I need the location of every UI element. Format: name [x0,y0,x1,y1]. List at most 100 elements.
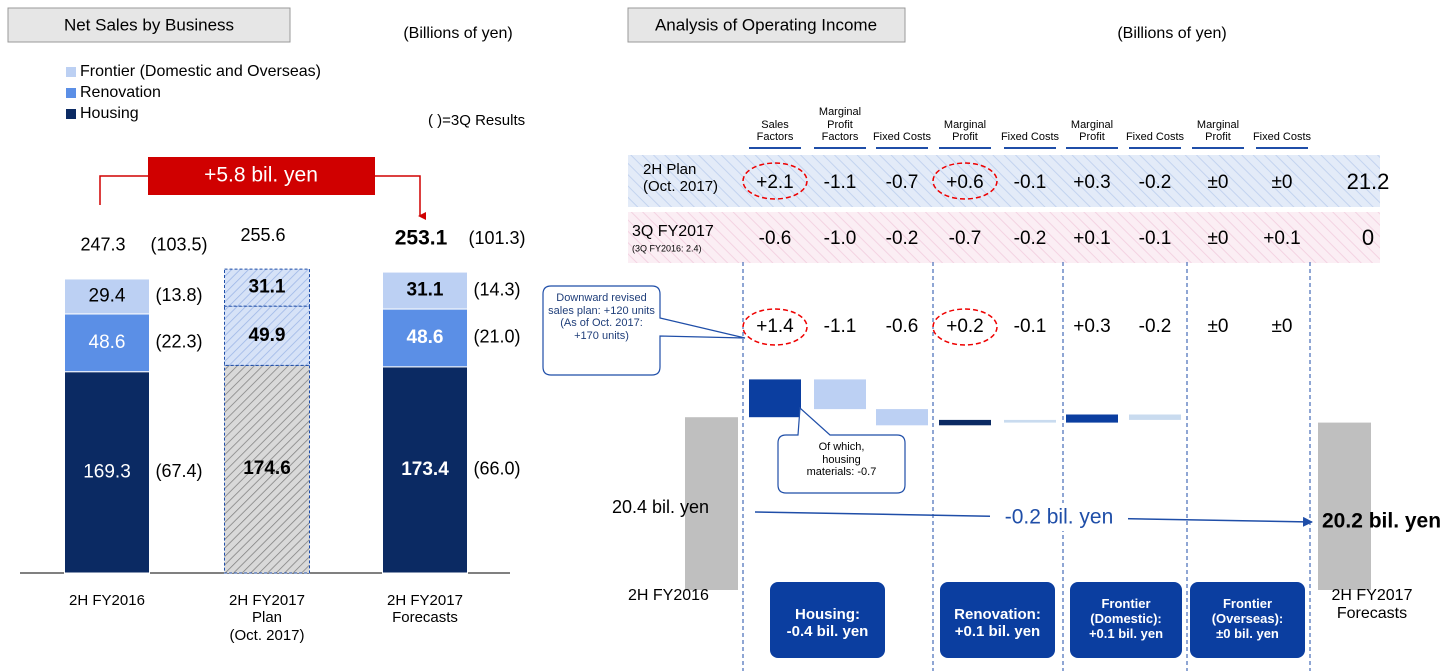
row-band [628,155,1380,207]
bar-segment [382,271,468,310]
column-header: Sales Factors [756,118,794,144]
row-value: -0.6 [759,228,792,249]
bar-segment [382,308,468,368]
chart-title: Net Sales by Business [64,15,234,34]
unit-label: (Billions of yen) [1117,25,1226,42]
segment-label: 48.6 [407,327,444,348]
column-header: Marginal Profit [1196,118,1240,144]
category-label: 2H FY2016 [628,587,709,604]
waterfall-bar [876,409,928,426]
segment-label: 48.6 [89,332,126,353]
group-label: Frontier (Domestic): +0.1 bil. yen [1088,596,1164,641]
waterfall-bar [1066,414,1118,423]
row-value: -0.7 [886,172,919,193]
column-header: Fixed Costs [872,131,932,144]
row-label: 2H Plan (Oct. 2017) [643,161,719,196]
segment-label: 31.1 [249,277,286,298]
total-result-label: (103.5) [150,235,207,255]
highlight [932,162,998,200]
column-header: Marginal Profit Factors [818,106,862,144]
row-value: -0.7 [949,228,982,249]
result-label: (13.8) [155,285,202,305]
row-value: +0.6 [946,172,984,193]
total-label: 253.1 [395,227,448,250]
row-value: -0.2 [886,228,919,249]
bar-segment [64,371,150,574]
title-box [7,7,291,43]
bar-segment [224,305,310,366]
column-header: Fixed Costs [1125,131,1185,144]
segment-label: 173.4 [401,459,449,480]
total-bar [1318,422,1371,590]
column-header: Marginal Profit [943,118,987,144]
row-value: ±0 [1208,172,1229,193]
highlight [742,308,808,346]
row-value: +0.1 [1073,228,1111,249]
legend-label: Frontier (Domestic and Overseas) [80,63,321,80]
segment-label: 29.4 [89,285,126,306]
total-label: 247.3 [80,235,125,255]
value-label: -0.1 [1014,316,1047,337]
annotation: +5.8 bil. yen [204,164,318,187]
row-value: -1.1 [824,172,857,193]
waterfall-bar [749,379,801,418]
total-label: 255.6 [240,225,285,245]
legend-swatch [66,67,76,77]
waterfall-bar [1129,414,1181,420]
highlight [932,308,998,346]
x-tick-label: 2H FY2017 Plan (Oct. 2017) [229,592,305,644]
row-value: -0.1 [1139,228,1172,249]
column-header: Marginal Profit [1070,118,1114,144]
legend-swatch [66,109,76,119]
note: ( )=3Q Results [428,112,525,129]
row-value: +0.3 [1073,172,1111,193]
callout [777,406,906,494]
x-tick-label: 2H FY2017 Forecasts [387,592,463,627]
segment-label: 169.3 [83,461,131,482]
row-value: 0 [1362,225,1374,250]
total-value-label: 20.4 bil. yen [612,497,709,517]
row-value: +2.1 [756,172,794,193]
row-value: -1.0 [824,228,857,249]
chart-title: Analysis of Operating Income [655,15,877,34]
highlight [742,162,808,200]
row-value: ±0 [1272,172,1293,193]
result-label: (21.0) [473,327,520,347]
bar-segment [64,278,150,315]
column-header: Fixed Costs [1252,131,1312,144]
segment-label: 49.9 [249,325,286,346]
row-sublabel: (3Q FY2016: 2.4) [632,243,702,253]
value-label: +1.4 [756,316,794,337]
row-label: 3Q FY2017 [632,223,714,240]
result-label: (22.3) [155,332,202,352]
bar-segment [224,364,310,574]
total-result-label: (101.3) [468,228,525,248]
result-label: (66.0) [473,459,520,479]
row-value: -0.2 [1014,228,1047,249]
segment-label: 174.6 [243,458,291,479]
group-label: Renovation: +0.1 bil. yen [954,606,1041,641]
total-bar [685,417,738,590]
value-label: +0.2 [946,316,984,337]
result-label: (67.4) [155,461,202,481]
row-value: -0.2 [1139,172,1172,193]
group-box [1070,582,1182,658]
legend-swatch [66,88,76,98]
callout-text: Of which, housing materials: -0.7 [806,441,877,479]
change-label: -0.2 bil. yen [1005,506,1114,529]
category-label: 2H FY2017 Forecasts [1331,587,1413,623]
title-box [627,7,906,43]
waterfall-bar [1004,419,1056,423]
row-value: ±0 [1208,228,1229,249]
row-value: +0.1 [1263,228,1301,249]
value-label: -1.1 [824,316,857,337]
group-box [770,582,885,658]
row-band [628,212,1380,263]
column-header: Fixed Costs [1000,131,1060,144]
unit-label: (Billions of yen) [403,25,512,42]
group-label: Housing: -0.4 bil. yen [786,606,869,641]
group-box [1190,582,1305,658]
x-tick-label: 2H FY2016 [69,592,145,609]
result-label: (14.3) [473,279,520,299]
